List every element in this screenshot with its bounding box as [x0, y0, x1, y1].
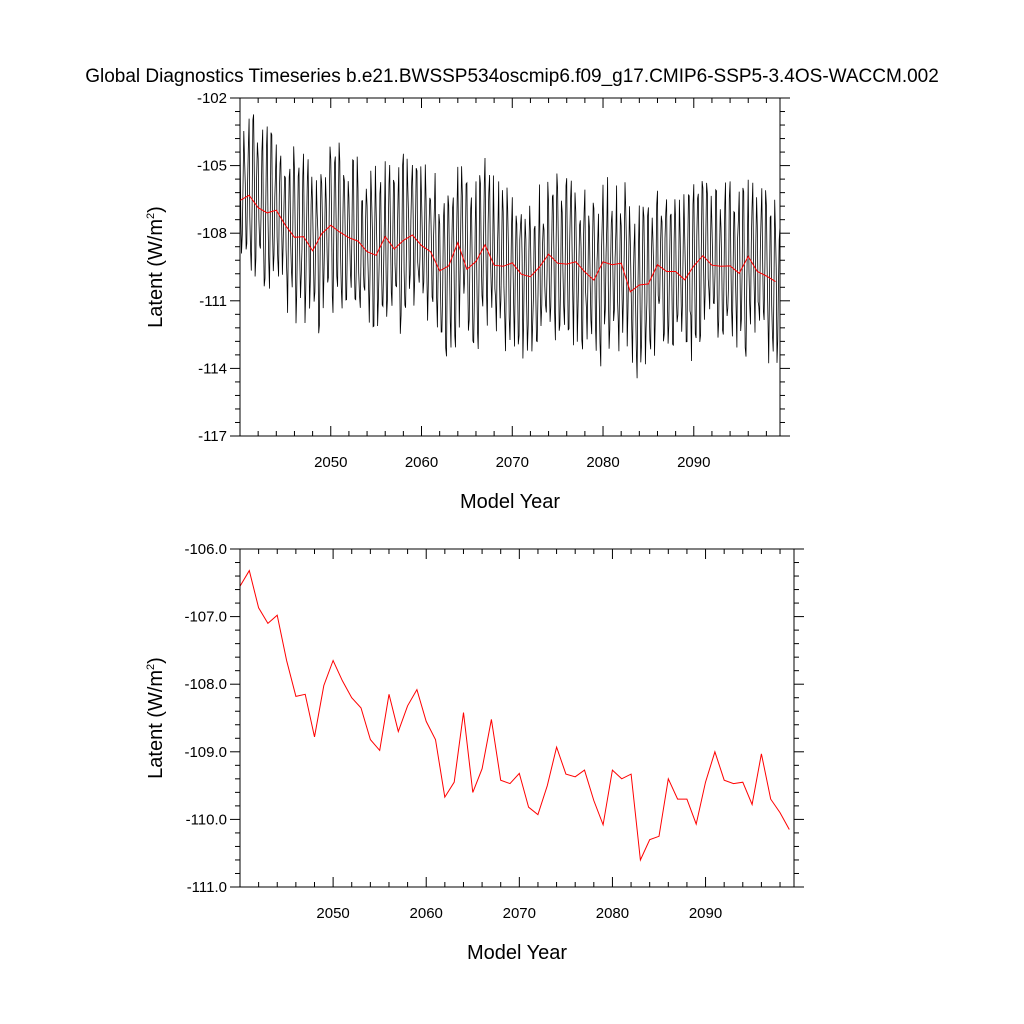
bot-xtick-label: 2050 [316, 905, 349, 922]
top-ticks [230, 97, 790, 437]
bot-ytick-label: -107.0 [184, 609, 227, 626]
bottom-y-axis-label: Latent (W/m2) [145, 657, 167, 779]
bottom-plot-frame [239, 548, 795, 888]
bot-ytick-label: -109.0 [184, 744, 227, 761]
top-y-axis-label: Latent (W/m2) [145, 206, 167, 328]
bot-xtick-label: 2080 [596, 905, 629, 922]
top-series [240, 114, 780, 379]
bot-ytick-label: -111.0 [187, 879, 227, 896]
bot-ytick-label: -108.0 [184, 676, 227, 693]
top-chart-panel: 2050 2060 2070 2080 2090 -102 -105 -108 -111 -114… [145, 90, 790, 513]
top-ytick-label: -108 [197, 225, 227, 242]
bot-ytick-label: -106.0 [184, 541, 227, 558]
bottom-tick-labels: 2050 2060 2070 2080 2090 -106.0 -107.0 -108.0 -1… [184, 541, 722, 922]
bot-xtick-label: 2090 [689, 905, 722, 922]
bottom-y-axis-label-close: ) [145, 657, 167, 664]
bot-xtick-label: 2070 [503, 905, 536, 922]
top-series-line-annual [240, 194, 776, 293]
top-ytick-label: -111 [199, 293, 227, 310]
top-ytick-label: -102 [197, 90, 227, 107]
bottom-chart-panel: 2050 2060 2070 2080 2090 -106.0 -107.0 -108.0 -1… [145, 541, 804, 964]
top-ytick-label: -117 [198, 428, 227, 445]
top-xtick-label: 2080 [586, 454, 619, 471]
top-xtick-label: 2070 [496, 454, 529, 471]
top-y-axis-label-sup: 2 [145, 213, 157, 219]
bottom-series [240, 569, 790, 862]
top-x-axis-label: Model Year [460, 491, 560, 513]
top-plot-frame [239, 97, 781, 437]
top-xtick-label: 2050 [314, 454, 347, 471]
top-tick-labels: 2050 2060 2070 2080 2090 -102 -105 -108 -111 -114… [197, 90, 711, 471]
top-xtick-label: 2090 [677, 454, 710, 471]
bot-series-line-annual [240, 569, 790, 862]
bottom-y-axis-label-main: Latent (W/m [145, 670, 167, 779]
top-series-line-monthly [240, 114, 780, 379]
top-ytick-label: -105 [197, 158, 227, 175]
top-xtick-label: 2060 [405, 454, 438, 471]
figure-title: Global Diagnostics Timeseries b.e21.BWSS… [85, 66, 939, 87]
top-y-axis-label-main: Latent (W/m [145, 219, 167, 328]
bottom-x-axis-label: Model Year [467, 942, 567, 964]
bot-ytick-label: -110.0 [186, 811, 227, 828]
top-y-axis-label-close: ) [145, 206, 167, 213]
bottom-y-axis-label-sup: 2 [145, 664, 157, 670]
top-ytick-label: -114 [198, 360, 227, 377]
bot-xtick-label: 2060 [410, 905, 443, 922]
